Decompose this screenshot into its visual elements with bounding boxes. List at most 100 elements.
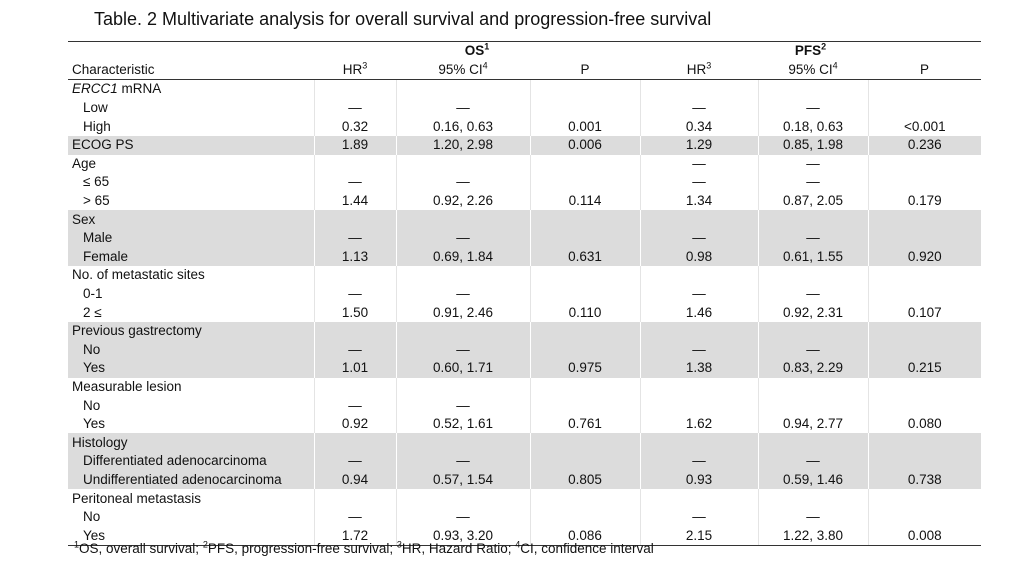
pfs-p-cell: 0.215 — [867, 359, 982, 378]
row-label: No. of metastatic sites — [72, 267, 205, 283]
os-p-cell — [529, 433, 641, 453]
pfs-ci-cell — [757, 396, 869, 415]
os-p-cell — [529, 98, 641, 118]
os-ci-cell: 0.57, 1.54 — [395, 470, 530, 490]
os-p-cell — [529, 377, 641, 397]
pfs-p-cell: 0.008 — [867, 526, 982, 547]
os-p-cell — [529, 507, 641, 527]
row-label: Yes — [83, 416, 106, 432]
pfs-hr-cell: 1.62 — [639, 414, 759, 434]
os-ci-cell: — — [395, 284, 530, 304]
os-p-cell — [529, 489, 641, 508]
pfs-p-cell — [867, 154, 982, 174]
os-ci-cell — [395, 377, 530, 397]
os-p-cell: 0.086 — [529, 526, 641, 547]
os-p-cell: 0.805 — [529, 470, 641, 490]
group-header-empty — [68, 40, 314, 61]
pfs-ci-header: 95% CI4 — [758, 60, 869, 81]
pfs-hr-cell — [639, 433, 759, 453]
pfs-ci-cell: — — [757, 340, 869, 360]
os-hr-cell — [313, 433, 396, 453]
os-ci-cell — [395, 489, 530, 508]
pfs-hr-cell: 1.38 — [639, 359, 759, 378]
pfs-hr-cell: 0.34 — [639, 117, 759, 136]
row-label: 2 ≤ — [83, 304, 102, 320]
os-p-cell: 0.110 — [529, 303, 641, 322]
pfs-hr-cell: — — [639, 154, 759, 174]
table-row: Histology — [68, 433, 982, 453]
os-p-cell — [529, 321, 641, 341]
os-p-cell: 0.001 — [529, 117, 641, 136]
pfs-group-header: PFS2 — [640, 40, 982, 61]
table-row: Differentiated adenocarcinoma — — — — — [68, 452, 982, 471]
os-p-cell: 0.006 — [529, 135, 641, 155]
pfs-p-cell — [867, 79, 982, 99]
pfs-p-cell — [867, 321, 982, 341]
os-p-cell — [529, 210, 641, 229]
row-label: Histology — [68, 433, 314, 453]
group-header-row: OS1 PFS2 — [68, 40, 982, 61]
os-ci-cell: 0.16, 0.63 — [395, 117, 530, 136]
table-title: Table. 2 Multivariate analysis for overa… — [94, 9, 712, 29]
pfs-hr-cell — [639, 266, 759, 285]
pfs-hr-cell: 0.93 — [639, 470, 759, 490]
row-label: Peritoneal metastasis — [72, 490, 202, 506]
pfs-p-cell — [867, 210, 982, 229]
os-ci-cell — [395, 321, 530, 341]
row-label: Differentiated adenocarcinoma — [68, 452, 314, 471]
pfs-ci-cell — [757, 79, 869, 99]
os-p-cell — [529, 284, 641, 304]
table-row: ERCC1 mRNA — [68, 79, 982, 99]
row-label: No — [68, 340, 314, 360]
pfs-hr-cell: 1.34 — [639, 191, 759, 211]
pfs-p-cell — [867, 228, 982, 248]
os-hr-header: HR3 — [314, 60, 396, 81]
pfs-hr-cell — [639, 210, 759, 229]
table-row: ECOG PS 1.89 1.20, 2.98 0.006 1.29 0.85, 1.98… — [68, 135, 982, 155]
pfs-hr-cell — [639, 79, 759, 99]
os-hr-cell: 0.32 — [313, 117, 396, 136]
os-p-cell — [529, 173, 641, 192]
os-ci-cell: — — [395, 340, 530, 360]
row-label: Yes — [68, 526, 314, 547]
os-ci-cell: — — [395, 507, 530, 527]
table-row: Peritoneal metastasis — [68, 489, 982, 508]
pfs-hr-cell — [639, 321, 759, 341]
os-ci-cell: — — [395, 98, 530, 118]
pfs-ci-cell — [757, 377, 869, 397]
pfs-ci-cell: 0.59, 1.46 — [757, 470, 869, 490]
pfs-hr-header: HR3 — [640, 60, 759, 81]
os-hr-cell — [313, 210, 396, 229]
row-label-italic: ERCC1 — [72, 81, 118, 97]
os-ci-cell — [395, 79, 530, 99]
os-hr-cell: — — [313, 228, 396, 248]
os-hr-cell: — — [313, 173, 396, 192]
os-hr-cell: 1.44 — [313, 191, 396, 211]
os-ci-header: 95% CI4 — [396, 60, 530, 81]
pfs-ci-cell: 0.92, 2.31 — [757, 303, 869, 322]
row-label: Yes — [68, 359, 314, 378]
footnote: 1OS, overall survival; 2PFS, progression… — [74, 539, 654, 556]
os-ci-cell — [395, 266, 530, 285]
table-row: Previous gastrectomy — [68, 321, 982, 341]
os-p-cell — [529, 340, 641, 360]
pfs-p-cell — [867, 433, 982, 453]
os-ci-cell — [395, 210, 530, 229]
os-ci-cell: — — [395, 396, 530, 415]
os-p-cell: 0.114 — [529, 191, 641, 211]
pfs-p-cell: 0.738 — [867, 470, 982, 490]
pfs-p-cell — [867, 489, 982, 508]
pfs-p-cell — [867, 173, 982, 192]
pfs-ci-cell: 1.22, 3.80 — [757, 526, 869, 547]
table-row: Yes 0.92 0.52, 1.61 0.761 1.62 0.94, 2.77 0.08… — [68, 414, 982, 434]
row-label-suffix: mRNA — [117, 81, 162, 97]
pfs-hr-cell: — — [639, 98, 759, 118]
table-row: No — — — [68, 396, 982, 415]
os-hr-cell — [313, 79, 396, 99]
pfs-p-cell — [867, 266, 982, 285]
pfs-ci-cell — [757, 433, 869, 453]
pfs-ci-cell: 0.61, 1.55 — [757, 247, 869, 267]
os-ci-cell — [395, 433, 530, 453]
pfs-p-cell: 0.107 — [867, 303, 982, 322]
